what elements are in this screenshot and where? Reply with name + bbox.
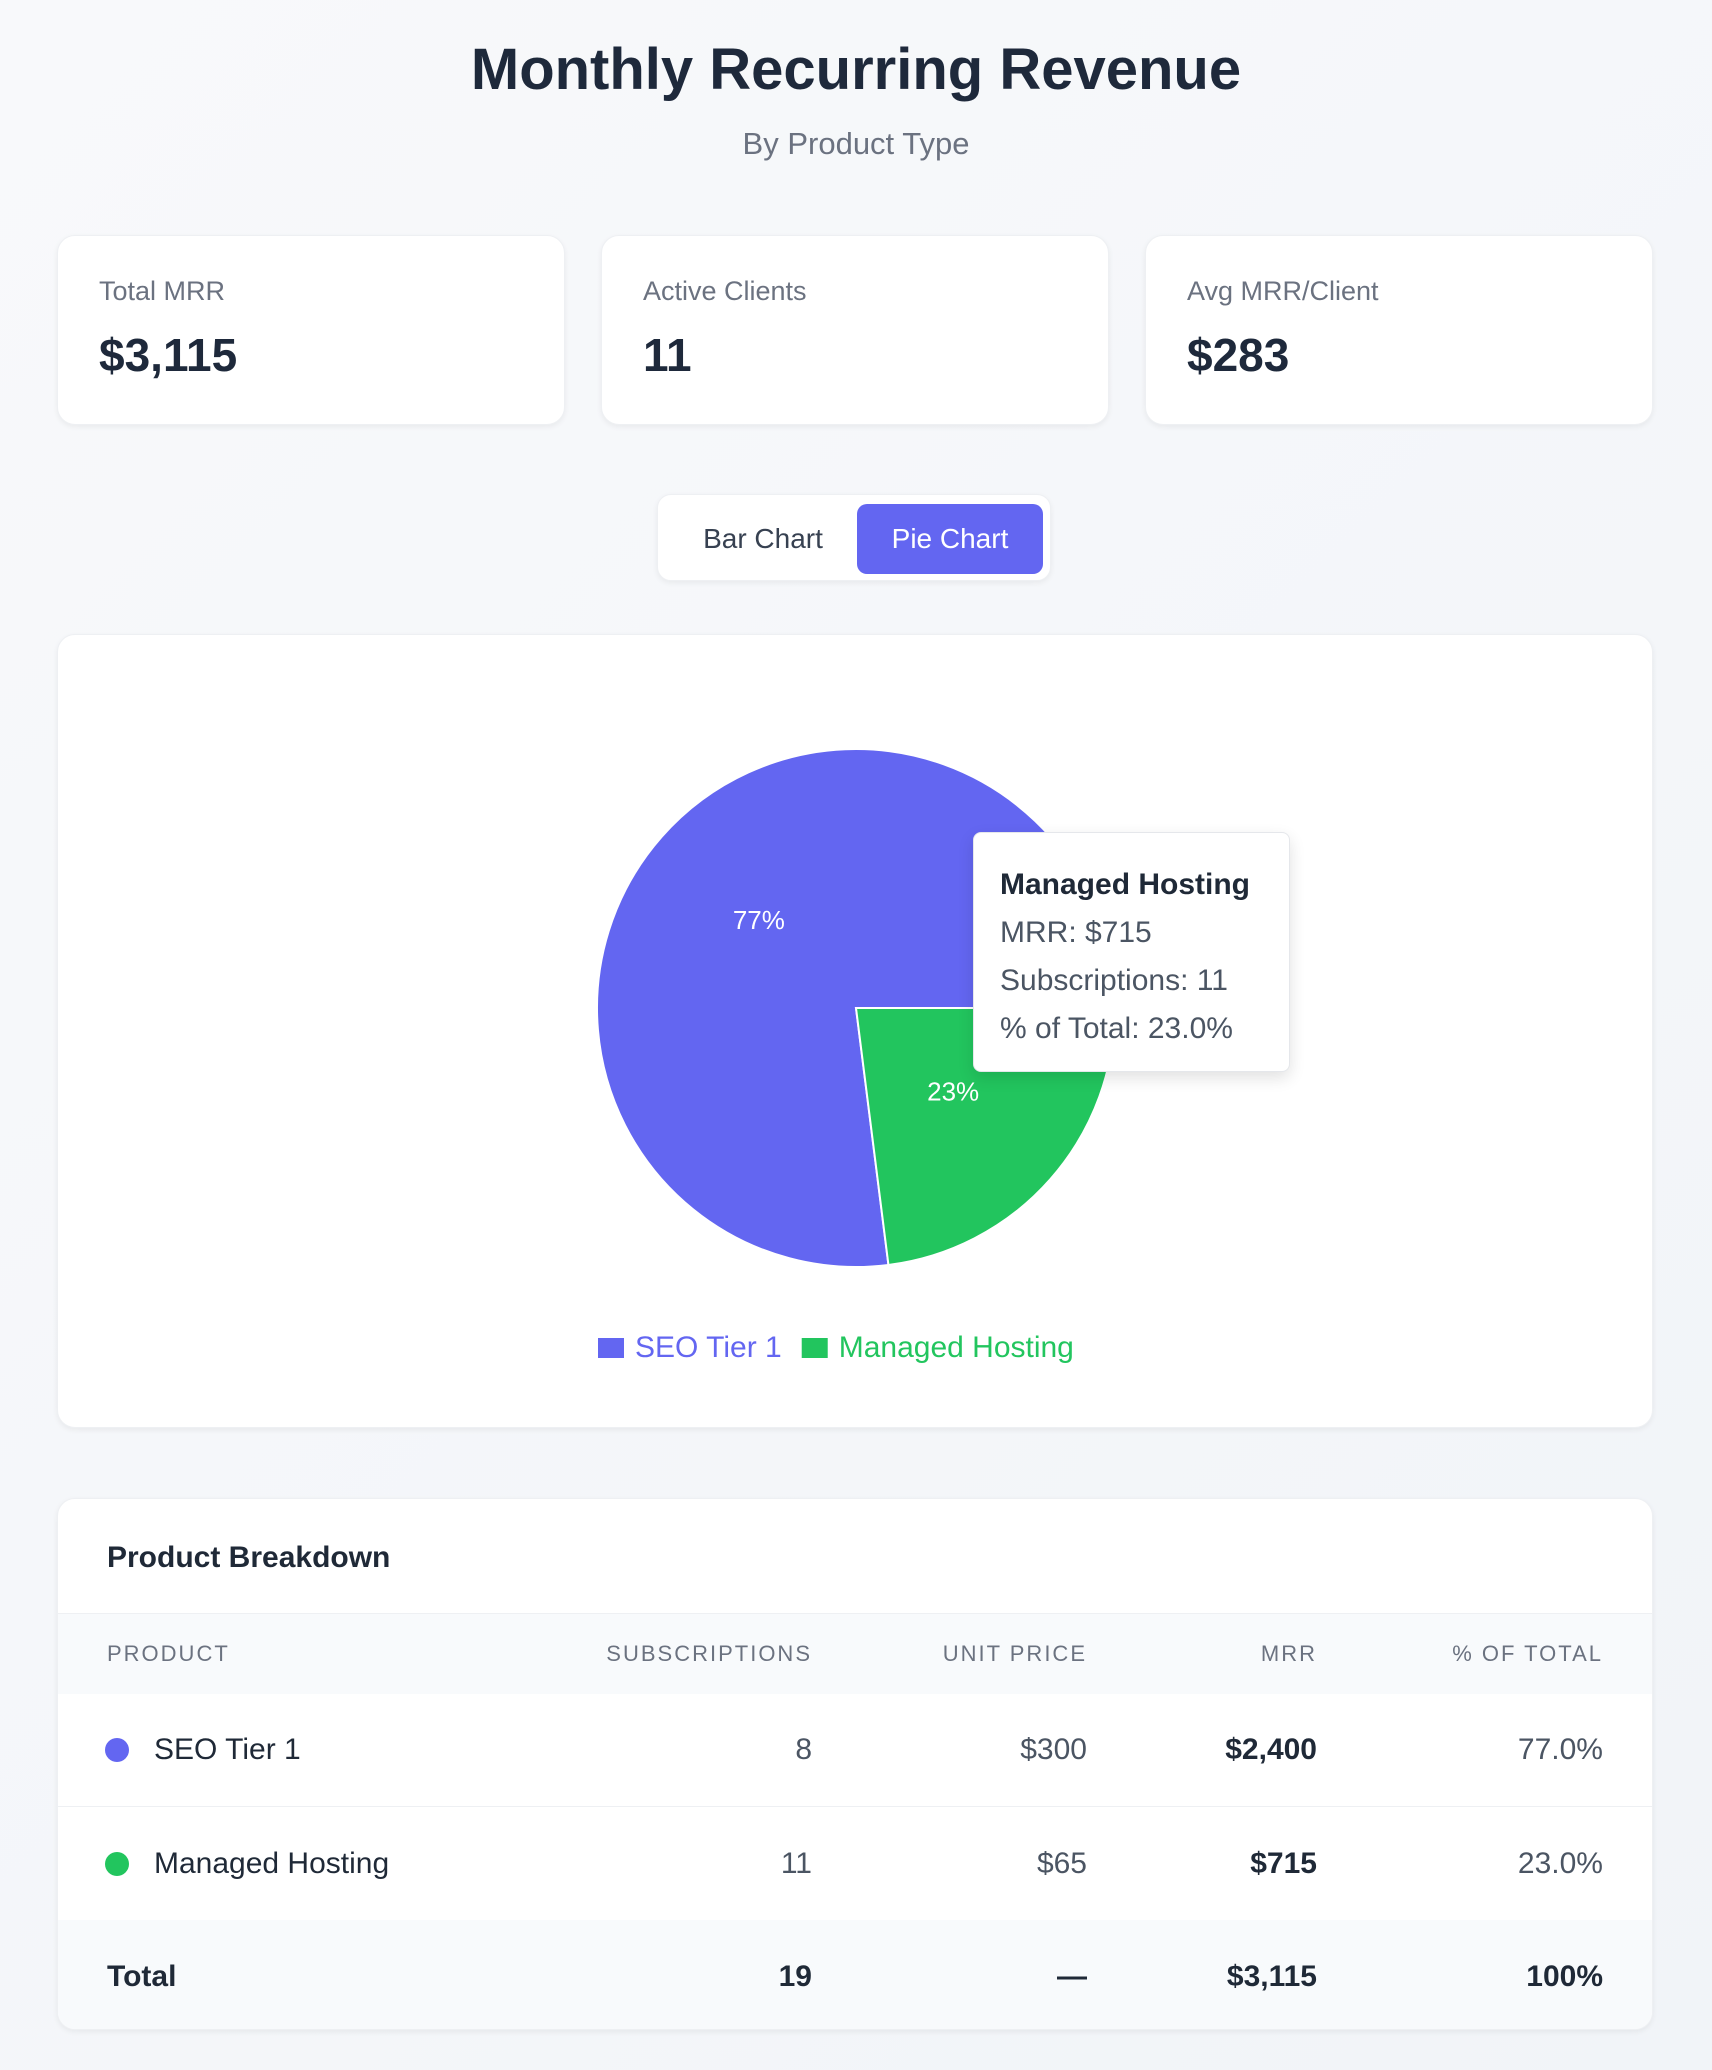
kpi-value: 11 (643, 329, 692, 381)
tooltip-line: MRR: $715 (1000, 916, 1152, 949)
page-subtitle: By Product Type (742, 126, 970, 161)
legend-label[interactable]: SEO Tier 1 (635, 1331, 782, 1364)
table-title: Product Breakdown (107, 1541, 391, 1574)
total-cell: Total (107, 1960, 177, 1993)
toggle-button[interactable]: Bar Chart (703, 523, 823, 554)
total-cell: $3,115 (1226, 1960, 1317, 1993)
table-cell: 11 (780, 1847, 812, 1880)
kpi-value: $3,115 (99, 329, 238, 381)
kpi-value: $283 (1187, 329, 1290, 381)
table-cell: 23.0% (1517, 1847, 1603, 1880)
color-dot (105, 1852, 129, 1876)
tooltip-line: % of Total: 23.0% (1000, 1012, 1233, 1045)
table-card: Product Breakdown PRODUCT SUBSCRIPTIONS UN… (57, 1498, 1653, 2030)
tooltip-line: Subscriptions: 11 (1000, 964, 1228, 997)
column-header: UNIT PRICE (942, 1641, 1087, 1666)
kpi-label: Avg MRR/Client (1187, 276, 1379, 306)
table-cell: 8 (795, 1733, 812, 1766)
column-header: MRR (1260, 1641, 1317, 1666)
table-cell: $300 (1020, 1733, 1087, 1766)
kpi-card: Active Clients 11 (601, 235, 1109, 425)
color-dot (105, 1738, 129, 1762)
table-cell: $65 (1036, 1847, 1087, 1880)
column-header: SUBSCRIPTIONS (606, 1641, 812, 1666)
legend-swatch (598, 1338, 624, 1358)
table-cell: SEO Tier 1 (154, 1733, 301, 1766)
table-cell: 77.0% (1517, 1733, 1603, 1766)
total-cell: 19 (778, 1960, 812, 1993)
table-cell: $715 (1250, 1847, 1317, 1880)
slice-label: 77% (733, 905, 785, 935)
table-cell: Managed Hosting (154, 1847, 390, 1880)
chart-card: 77% 23% SEO Tier 1 Managed Hosting (57, 634, 1653, 1428)
slice-label: 23% (927, 1077, 979, 1107)
tooltip: Managed Hosting MRR: $715 Subscriptions: … (973, 832, 1290, 1072)
pie-chart: 77% 23% SEO Tier 1 Managed Hosting (596, 748, 1117, 1364)
kpi-card: Total MRR $3,115 (57, 235, 565, 425)
page-title: Monthly Recurring Revenue (470, 37, 1242, 102)
chart-toggle: Bar Chart Pie Chart (657, 494, 1051, 581)
column-header: PRODUCT (107, 1641, 230, 1666)
total-cell: 100% (1526, 1960, 1603, 1993)
tooltip-title: Managed Hosting (1000, 868, 1251, 901)
table-cell: $2,400 (1225, 1733, 1317, 1766)
kpi-label: Active Clients (643, 276, 807, 306)
total-cell: — (1057, 1960, 1087, 1993)
legend-swatch (801, 1338, 828, 1358)
column-header: % OF TOTAL (1452, 1641, 1603, 1666)
legend-label[interactable]: Managed Hosting (839, 1331, 1074, 1364)
total-row (58, 1920, 1652, 2029)
kpi-card: Avg MRR/Client $283 (1145, 235, 1653, 425)
table-header-row (58, 1613, 1652, 1694)
toggle-button[interactable]: Pie Chart (857, 504, 1043, 574)
kpi-label: Total MRR (99, 276, 226, 306)
row-divider (58, 1806, 1652, 1807)
